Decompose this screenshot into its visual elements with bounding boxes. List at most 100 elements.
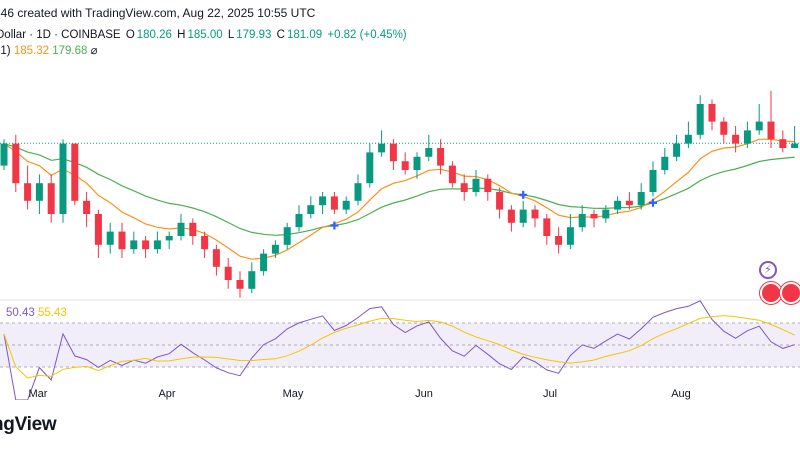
ema-slow-value: 179.68: [52, 45, 88, 57]
candle-body: [413, 156, 421, 170]
candle-body: [94, 214, 102, 245]
candle-body: [637, 192, 645, 206]
chart-watermark-header: 846 created with TradingView.com, Aug 22…: [0, 6, 316, 20]
high-value: 185.00: [187, 29, 223, 41]
ema-cross-marker: [519, 190, 528, 199]
rsi-line: [3, 300, 795, 400]
candle-body: [578, 214, 586, 228]
candle-body: [47, 183, 55, 214]
candle-body: [330, 196, 338, 210]
candle-body: [0, 143, 8, 166]
lightning-badge-icon[interactable]: ⚡: [759, 261, 777, 279]
candle-body: [720, 121, 728, 135]
high-label: H: [177, 29, 186, 41]
rsi-value: 50.43: [6, 307, 35, 319]
month-label: Mar: [29, 388, 48, 400]
candle-body: [165, 236, 173, 241]
candle-body: [625, 200, 633, 206]
ema-slow-line: [3, 143, 795, 236]
month-label: Jun: [415, 388, 433, 400]
candle-body: [130, 240, 138, 250]
candle-body: [448, 165, 456, 184]
candle-body: [236, 280, 244, 289]
brand-logo-text: ngView: [0, 414, 57, 435]
candle-body: [366, 152, 374, 184]
ema-fast-line: [3, 138, 795, 260]
candle-body: [342, 200, 350, 210]
candle-body: [177, 222, 185, 236]
candle-body: [307, 205, 315, 214]
candle-body: [566, 227, 574, 245]
candle-body: [153, 240, 161, 250]
candle-body: [543, 218, 551, 236]
month-label: Aug: [671, 388, 691, 400]
candle-body: [743, 130, 751, 144]
ema-cross-marker: [330, 221, 339, 230]
candle-body: [531, 209, 539, 219]
candle-body: [71, 143, 79, 201]
candle-body: [260, 253, 268, 272]
candle-body: [12, 143, 20, 184]
candle-body: [590, 214, 598, 219]
price-chart[interactable]: Mar Apr May Jun Jul Aug: [0, 0, 800, 400]
candle-body: [248, 271, 256, 289]
symbol-name[interactable]: Dollar · 1D · COINBASE: [0, 29, 121, 41]
open-label: O: [125, 29, 135, 41]
candle-body: [437, 148, 445, 166]
candle-body: [59, 143, 67, 214]
flag-badge-icon-2[interactable]: [780, 282, 800, 304]
candle-body: [142, 240, 150, 250]
candle-body: [519, 209, 527, 223]
candle-body: [708, 104, 716, 122]
candle-body: [507, 209, 515, 223]
ema-cross-marker: [649, 198, 657, 207]
ema-params-suffix[interactable]: 21): [0, 45, 11, 57]
rsi-legend: 50.43 55.43: [6, 307, 67, 319]
candle-body: [212, 249, 220, 267]
month-label: Jul: [543, 388, 557, 400]
candle-body: [189, 222, 197, 236]
candle-body: [283, 227, 291, 245]
candle-body: [271, 244, 279, 254]
candle-body: [401, 161, 409, 170]
close-label: C: [276, 29, 285, 41]
ema-fast-value: 185.32: [13, 45, 50, 57]
candle-body: [661, 156, 669, 170]
eye-off-icon[interactable]: ⌀: [90, 45, 98, 57]
flag-badge-icon[interactable]: [760, 282, 782, 304]
symbol-ohlc-legend: Dollar · 1D · COINBASE O 180.26 H 185.00 L…: [0, 29, 409, 41]
candle-body: [555, 236, 563, 245]
low-label: L: [227, 29, 235, 41]
candle-body: [696, 104, 704, 135]
rsi-ma-line: [3, 315, 795, 379]
close-value: 181.09: [286, 29, 323, 41]
candle-body: [319, 196, 327, 206]
ema-legend: 21) 185.32 179.68 ⌀: [0, 43, 98, 57]
candle-body: [732, 134, 740, 144]
candle-body: [389, 143, 397, 162]
candle-body: [354, 183, 362, 201]
candle-body: [755, 121, 763, 131]
month-label: Apr: [158, 388, 175, 400]
candle-body: [83, 200, 91, 214]
candle-body: [791, 143, 799, 148]
candle-body: [378, 143, 386, 153]
change-value: +0.82 (+0.45%): [327, 29, 407, 41]
candle-body: [767, 121, 775, 140]
candle-body: [614, 200, 622, 210]
candle-body: [224, 266, 232, 280]
candle-body: [295, 214, 303, 228]
open-value: 180.26: [136, 29, 172, 41]
candle-body: [673, 143, 681, 157]
candle-body: [35, 183, 43, 201]
candle-body: [472, 178, 480, 192]
candle-body: [118, 231, 126, 250]
candle-body: [460, 183, 468, 192]
low-value: 179.93: [236, 29, 272, 41]
candle-body: [201, 236, 209, 250]
candle-body: [106, 231, 114, 245]
candle-body: [496, 192, 504, 210]
candle-body: [779, 139, 787, 148]
candle-body: [425, 148, 433, 157]
month-label: May: [283, 388, 304, 400]
